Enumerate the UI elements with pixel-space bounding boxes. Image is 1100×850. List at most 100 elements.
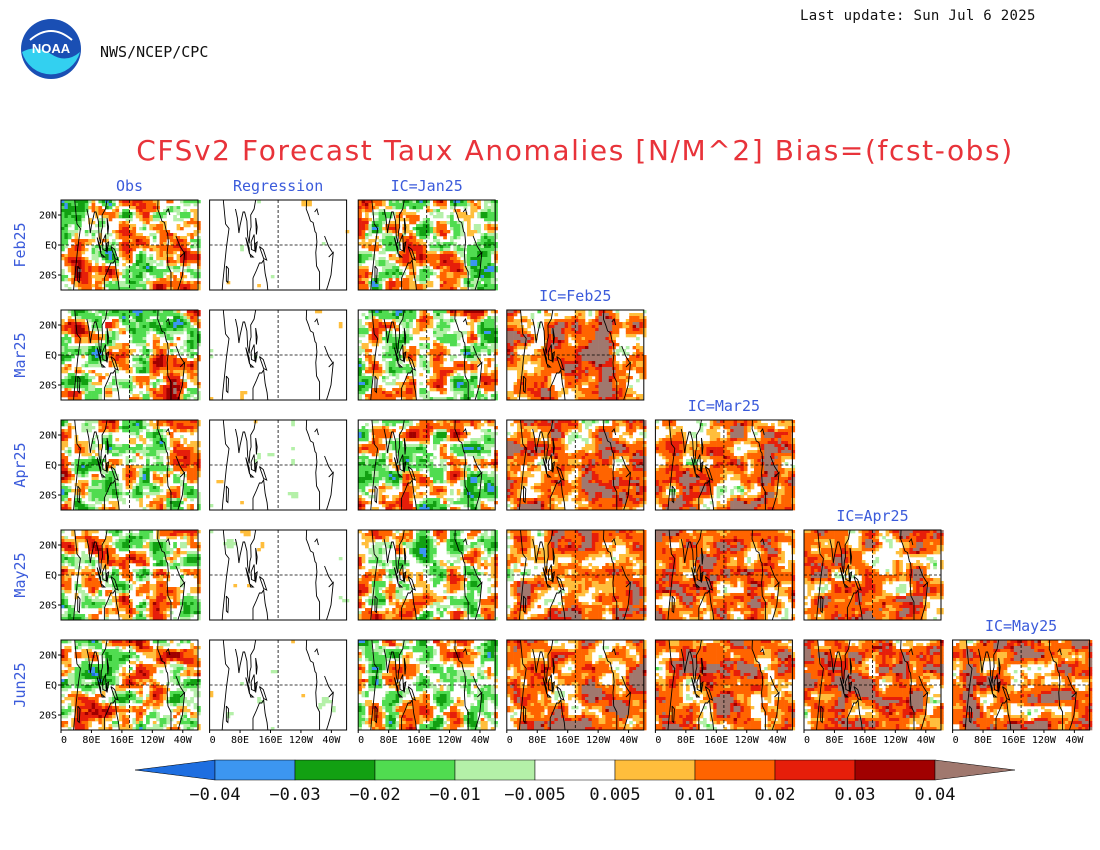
field-cell bbox=[81, 429, 85, 432]
field-cell bbox=[450, 236, 454, 239]
field-cell bbox=[143, 236, 147, 239]
field-cell bbox=[453, 281, 457, 284]
field-cell bbox=[122, 272, 126, 275]
field-cell bbox=[368, 376, 372, 379]
field-cell bbox=[477, 284, 481, 287]
field-cell bbox=[112, 331, 116, 334]
field-cell bbox=[75, 340, 79, 343]
field-cell bbox=[190, 391, 194, 394]
field-cell bbox=[170, 236, 174, 239]
field-cell bbox=[61, 212, 65, 215]
field-cell bbox=[95, 313, 99, 316]
field-cell bbox=[537, 379, 541, 382]
field-cell bbox=[433, 331, 437, 334]
field-cell bbox=[160, 227, 164, 230]
field-cell bbox=[379, 364, 383, 367]
field-cell bbox=[565, 316, 569, 319]
field-cell bbox=[64, 203, 68, 206]
field-cell bbox=[187, 263, 191, 266]
field-cell bbox=[75, 236, 79, 239]
field-cell bbox=[190, 337, 194, 340]
field-cell bbox=[409, 316, 413, 319]
field-cell bbox=[561, 346, 565, 349]
field-cell bbox=[578, 322, 582, 325]
field-cell bbox=[385, 313, 389, 316]
field-cell bbox=[109, 382, 113, 385]
field-cell bbox=[190, 325, 194, 328]
field-cell bbox=[160, 239, 164, 242]
field-cell bbox=[173, 367, 177, 370]
field-cell bbox=[368, 257, 372, 260]
field-cell bbox=[605, 394, 609, 397]
field-cell bbox=[389, 239, 393, 242]
field-cell bbox=[413, 233, 417, 236]
field-cell bbox=[460, 266, 464, 269]
field-cell bbox=[491, 212, 495, 215]
field-cell bbox=[389, 281, 393, 284]
field-cell bbox=[173, 388, 177, 391]
field-cell bbox=[514, 355, 518, 358]
field-cell bbox=[92, 361, 96, 364]
field-cell bbox=[163, 373, 167, 376]
field-cell bbox=[64, 435, 68, 438]
field-cell bbox=[531, 376, 535, 379]
field-cell bbox=[375, 319, 379, 322]
field-cell bbox=[382, 203, 386, 206]
field-cell bbox=[443, 224, 447, 227]
field-cell bbox=[588, 355, 592, 358]
field-cell bbox=[433, 257, 437, 260]
field-cell bbox=[92, 337, 96, 340]
field-cell bbox=[143, 245, 147, 248]
field-cell bbox=[592, 361, 596, 364]
field-cell bbox=[102, 263, 106, 266]
field-cell bbox=[180, 382, 184, 385]
field-cell bbox=[126, 319, 130, 322]
field-cell bbox=[565, 391, 569, 394]
field-cell bbox=[81, 248, 85, 251]
field-cell bbox=[527, 394, 531, 397]
field-cell bbox=[115, 319, 119, 322]
field-cell bbox=[139, 206, 143, 209]
field-cell bbox=[146, 209, 150, 212]
field-cell bbox=[173, 429, 177, 432]
field-cell bbox=[368, 355, 372, 358]
field-cell bbox=[119, 233, 123, 236]
field-cell bbox=[146, 269, 150, 272]
field-cell bbox=[136, 284, 140, 287]
field-cell bbox=[474, 313, 478, 316]
field-cell bbox=[122, 316, 126, 319]
field-cell bbox=[443, 230, 447, 233]
field-cell bbox=[81, 313, 85, 316]
field-cell bbox=[173, 385, 177, 388]
field-cell bbox=[457, 385, 461, 388]
field-cell bbox=[187, 423, 191, 426]
coastline bbox=[250, 254, 253, 257]
field-cell bbox=[365, 322, 369, 325]
field-cell bbox=[143, 263, 147, 266]
field-cell bbox=[136, 370, 140, 373]
field-cell bbox=[163, 388, 167, 391]
field-cell bbox=[392, 263, 396, 266]
field-cell bbox=[450, 227, 454, 230]
field-cell bbox=[180, 218, 184, 221]
field-cell bbox=[558, 391, 562, 394]
field-cell bbox=[379, 203, 383, 206]
field-cell bbox=[585, 346, 589, 349]
field-cell bbox=[64, 391, 68, 394]
field-cell bbox=[139, 355, 143, 358]
field-cell bbox=[156, 441, 160, 444]
field-cell bbox=[61, 358, 65, 361]
field-cell bbox=[592, 337, 596, 340]
field-cell bbox=[382, 263, 386, 266]
field-cell bbox=[467, 355, 471, 358]
field-cell bbox=[180, 316, 184, 319]
field-cell bbox=[81, 382, 85, 385]
field-cell bbox=[126, 370, 130, 373]
field-cell bbox=[85, 340, 89, 343]
field-cell bbox=[460, 248, 464, 251]
field-cell bbox=[447, 281, 451, 284]
field-cell bbox=[143, 379, 147, 382]
field-cell bbox=[443, 367, 447, 370]
field-cell bbox=[396, 278, 400, 281]
field-cell bbox=[392, 361, 396, 364]
